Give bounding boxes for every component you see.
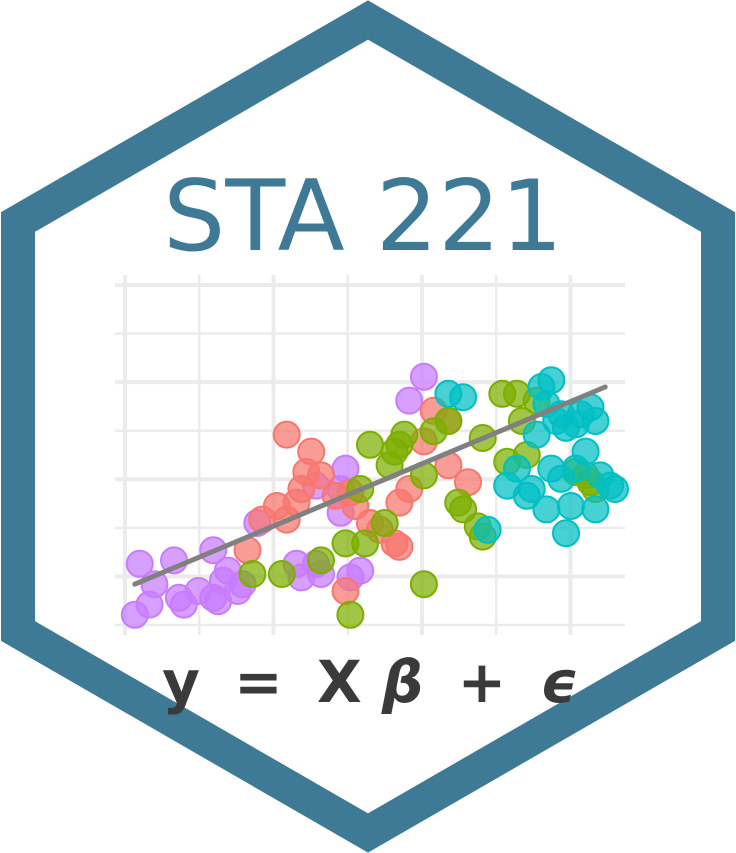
data-point xyxy=(331,577,360,605)
data-point xyxy=(434,407,463,435)
data-point xyxy=(581,495,610,524)
regression-line xyxy=(132,384,608,587)
formula-epsilon: ϵ xyxy=(540,648,577,716)
formula-beta: β xyxy=(381,648,424,716)
data-point xyxy=(370,509,399,537)
data-point xyxy=(297,437,326,466)
data-point xyxy=(346,556,375,585)
plot-points xyxy=(120,362,629,629)
data-point xyxy=(532,495,561,524)
data-point xyxy=(409,362,438,391)
data-point xyxy=(390,420,419,449)
data-point xyxy=(238,560,267,588)
data-point xyxy=(267,560,296,588)
data-point xyxy=(395,386,424,415)
formula-x: X xyxy=(317,648,362,716)
data-point xyxy=(473,515,502,544)
data-point xyxy=(409,570,438,599)
data-point xyxy=(307,461,335,490)
scatter-plot xyxy=(115,275,629,635)
model-formula: y = X β + ϵ xyxy=(162,648,578,716)
data-point xyxy=(272,420,301,449)
data-point xyxy=(581,407,610,435)
data-point xyxy=(356,430,384,459)
data-point xyxy=(336,600,365,629)
data-point xyxy=(351,529,380,558)
data-point xyxy=(522,420,551,449)
data-point xyxy=(307,546,335,575)
data-point xyxy=(503,454,531,483)
formula-y: y xyxy=(162,648,200,716)
data-point xyxy=(552,519,580,548)
data-point xyxy=(537,366,566,395)
data-point xyxy=(125,549,154,578)
formula-plus: + xyxy=(458,648,507,716)
data-point xyxy=(449,383,478,412)
data-point xyxy=(556,492,585,520)
data-point xyxy=(571,437,600,466)
data-point xyxy=(601,475,629,503)
formula-equals: = xyxy=(234,648,283,716)
sticker-title: STA 221 xyxy=(163,160,563,274)
data-point xyxy=(517,475,546,503)
